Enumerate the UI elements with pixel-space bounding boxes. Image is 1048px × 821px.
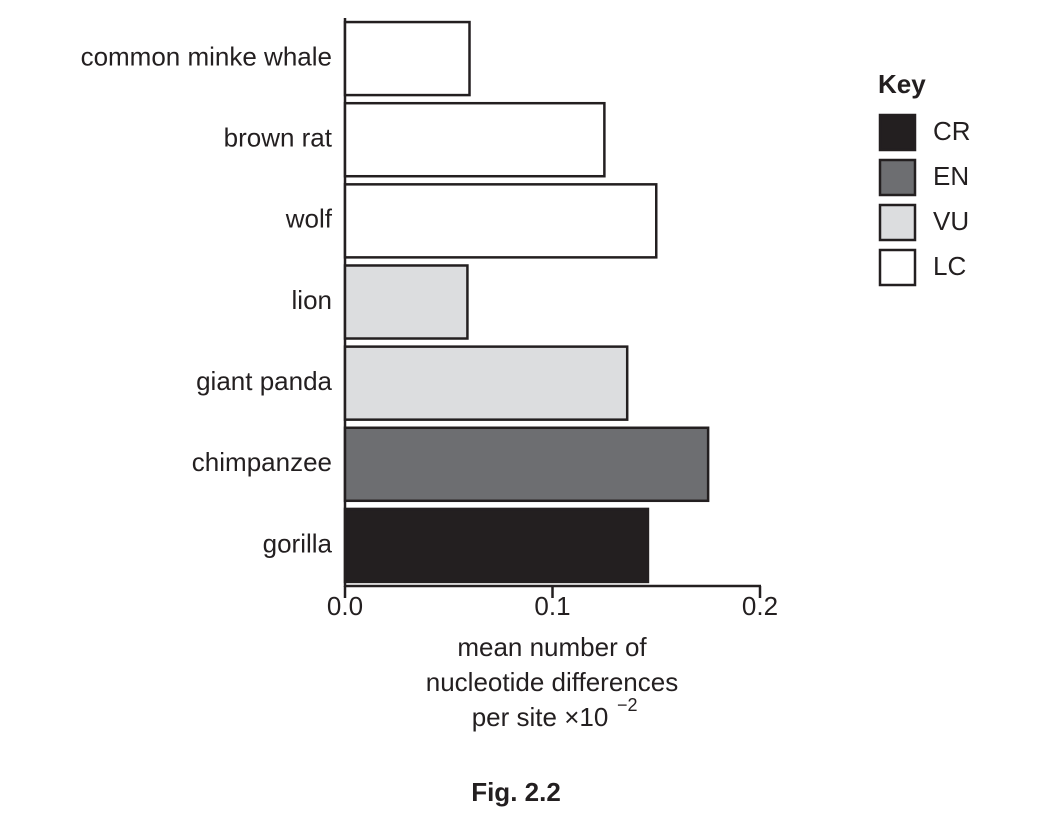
bar	[343, 264, 469, 340]
y-tick-label: wolf	[285, 204, 333, 234]
legend-swatch	[878, 203, 917, 242]
x-tick-label: 0.2	[742, 591, 778, 621]
legend-label: VU	[933, 206, 969, 236]
x-axis-label: per site ×10	[472, 702, 609, 732]
x-tick-label: 0.1	[534, 591, 570, 621]
legend-swatch	[878, 158, 917, 197]
y-tick-label: chimpanzee	[192, 447, 332, 477]
y-tick-label: lion	[292, 285, 332, 315]
x-axis-label-exponent: −2	[617, 695, 638, 715]
y-tick-label: brown rat	[224, 123, 333, 153]
legend-swatch	[878, 248, 917, 287]
y-tick-label: gorilla	[263, 528, 333, 558]
bar	[343, 101, 606, 178]
bar	[343, 345, 629, 421]
x-axis-label: nucleotide differences	[426, 667, 678, 697]
bar	[343, 426, 710, 503]
legend-label: EN	[933, 161, 969, 191]
legend-label: LC	[933, 251, 966, 281]
x-tick-label: 0.0	[327, 591, 363, 621]
caption: Fig. 2.2	[471, 777, 561, 807]
legend-swatch	[878, 113, 917, 152]
x-axis-label: mean number of	[457, 632, 647, 662]
legend-label: CR	[933, 116, 971, 146]
y-tick-label: giant panda	[196, 366, 332, 396]
y-tick-label: common minke whale	[81, 41, 332, 71]
bar	[343, 507, 650, 584]
bar	[343, 183, 658, 259]
bar	[343, 20, 471, 97]
legend-title: Key	[878, 69, 926, 99]
